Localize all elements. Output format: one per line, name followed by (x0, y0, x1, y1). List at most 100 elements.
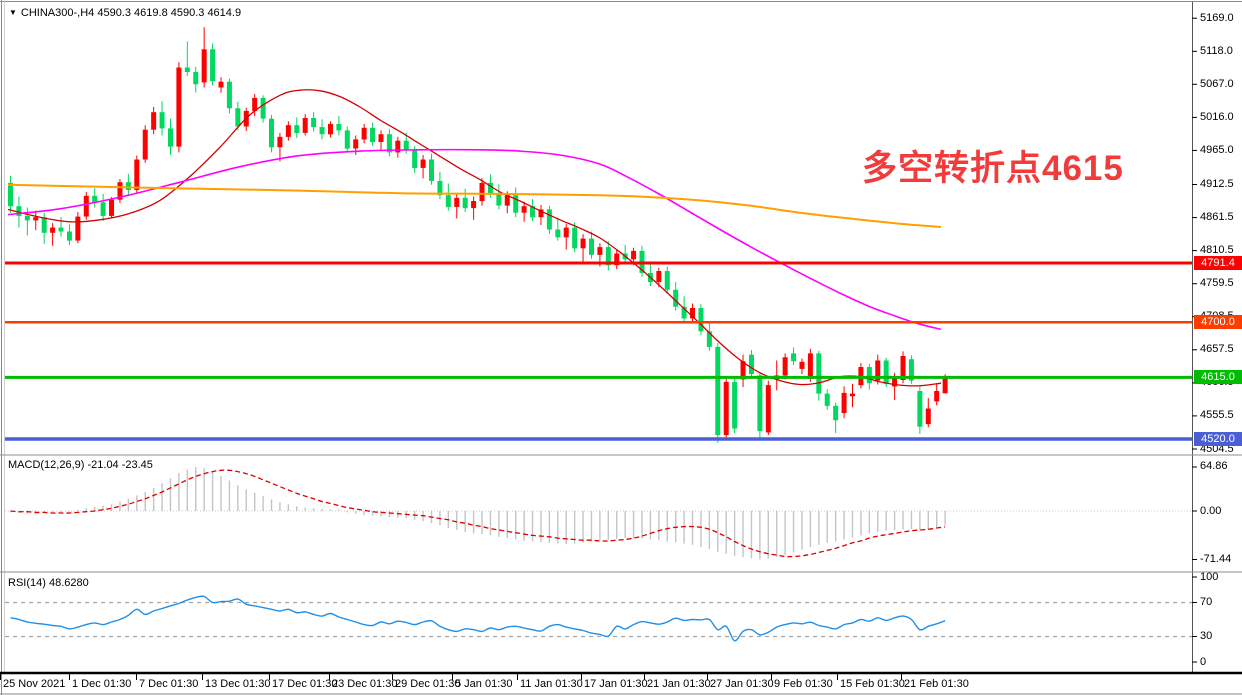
ma-mid-line (7, 148, 942, 331)
candle-up (614, 253, 620, 266)
price-level-badge-4700.0[interactable]: 4700.0 (1194, 315, 1242, 330)
candle-up (597, 247, 603, 255)
candle-down (437, 180, 443, 196)
time-axis-label: 17 Jan 01:30 (584, 678, 648, 690)
candle-down (445, 195, 451, 207)
candle-up (471, 201, 477, 209)
price-level-badge-4615.0[interactable]: 4615.0 (1194, 370, 1242, 385)
candle-up (580, 238, 586, 249)
macd-axis-label: 0.00 (1200, 504, 1222, 517)
candle-down (210, 49, 216, 82)
rsi-axis-label: 0 (1200, 655, 1207, 668)
rsi-axis-label: 30 (1200, 630, 1213, 642)
rsi-axis-label: 70 (1200, 596, 1213, 608)
price-axis-label: 5067.0 (1200, 77, 1234, 90)
candle-down (294, 125, 300, 133)
macd-histogram (9, 467, 946, 560)
candle-up (378, 134, 384, 142)
candle-down (816, 353, 822, 394)
candle-up (841, 392, 847, 413)
candle-up (740, 361, 746, 380)
candle-down (41, 217, 47, 233)
price-axis-label: 4555.5 (1200, 409, 1234, 422)
candle-down (386, 134, 392, 153)
candle-up (925, 408, 931, 425)
price-axis-label: 4912.5 (1200, 177, 1234, 190)
candle-up (201, 49, 207, 83)
candle-down (336, 123, 342, 131)
price-axis-label: 4861.5 (1200, 211, 1234, 224)
candle-down (319, 127, 325, 135)
candle-up (782, 357, 788, 376)
time-axis-label: 29 Dec 01:30 (395, 678, 461, 690)
time-axis-label: 21 Feb 01:30 (904, 678, 969, 690)
candle-down (16, 206, 22, 216)
candle-down (235, 108, 241, 127)
time-axis-label: 11 Jan 01:30 (520, 678, 583, 690)
rsi-indicator-label: RSI(14) 48.6280 (8, 577, 89, 589)
time-axis-label: 9 Feb 01:30 (774, 678, 833, 690)
ma-fast-line (7, 89, 942, 387)
time-axis-label: 13 Dec 01:30 (205, 678, 271, 690)
candle-down (344, 130, 350, 149)
candle-up (395, 140, 401, 153)
candle-down (159, 112, 165, 129)
candle-down (100, 202, 106, 216)
price-axis-label: 5118.0 (1200, 44, 1233, 57)
chevron-down-icon[interactable]: ▼ (9, 8, 17, 17)
time-axis-label: 7 Dec 01:30 (139, 678, 199, 690)
candle-down (412, 149, 418, 168)
rsi-line (10, 595, 946, 642)
candle-up (875, 360, 881, 381)
candle-down (226, 81, 232, 109)
candle-down (706, 331, 712, 347)
price-level-badge-4520.0[interactable]: 4520.0 (1194, 431, 1242, 446)
candle-up (176, 67, 182, 147)
price-axis-label: 5169.0 (1200, 11, 1234, 24)
macd-signal-line (10, 469, 946, 558)
candle-down (530, 206, 536, 218)
candle-up (934, 391, 940, 402)
symbol-ohlc-label: CHINA300-,H4 4590.3 4619.8 4590.3 4614.9 (20, 7, 242, 19)
candle-down (681, 306, 687, 319)
candle-down (496, 193, 502, 206)
macd-axis-label: 64.86 (1200, 460, 1228, 473)
candle-down (513, 195, 519, 213)
price-axis-label: 4810.5 (1200, 244, 1234, 257)
candle-down (8, 182, 13, 207)
candle-down (403, 140, 409, 150)
chart-text-annotation[interactable]: 多空转折点4615 (862, 149, 1124, 188)
candle-down (167, 128, 173, 147)
candle-up (327, 123, 333, 135)
candle-down (757, 375, 763, 432)
time-axis-label: 25 Nov 2021 (3, 678, 66, 690)
candle-up (892, 376, 898, 387)
price-level-badge-4791.4[interactable]: 4791.4 (1194, 256, 1242, 270)
candle-up (353, 139, 359, 149)
candle-up (117, 182, 123, 200)
candle-up (302, 118, 308, 133)
macd-axis-label: -71.44 (1200, 552, 1232, 565)
candle-down (605, 247, 611, 266)
candle-down (673, 289, 679, 307)
candle-down (184, 67, 190, 72)
candle-up (454, 197, 460, 207)
candle-down (125, 182, 131, 190)
candle-down (791, 353, 797, 362)
candle-down (193, 72, 199, 85)
candle-up (361, 127, 367, 140)
time-axis-label: 21 Jan 01:30 (647, 678, 711, 690)
candle-up (900, 356, 906, 380)
candle-down (908, 359, 914, 381)
candle-up (33, 217, 39, 221)
time-axis-label: 17 Dec 01:30 (272, 678, 338, 690)
candle-down (588, 238, 594, 255)
candle-down (311, 118, 317, 128)
candle-down (487, 182, 493, 194)
candle-up (50, 227, 56, 233)
candle-down (66, 231, 72, 241)
candle-down (24, 215, 30, 221)
candle-down (572, 227, 578, 249)
